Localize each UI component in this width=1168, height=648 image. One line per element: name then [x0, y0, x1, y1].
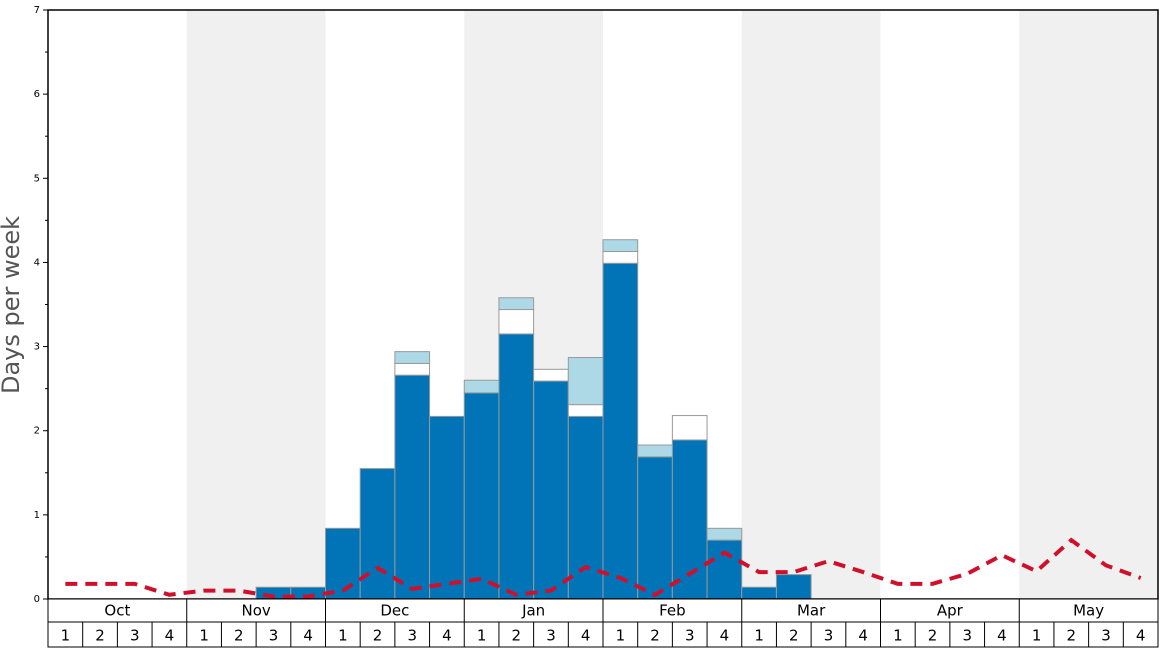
bar-segment	[463, 392, 500, 600]
bar-segment	[394, 374, 431, 600]
week-label: 3	[962, 627, 972, 645]
week-label: 4	[720, 627, 730, 645]
week-label: 4	[1136, 627, 1146, 645]
y-tick-label: 0	[34, 594, 40, 605]
month-band	[1019, 10, 1158, 599]
week-label: 4	[858, 627, 868, 645]
month-label: May	[1073, 602, 1104, 620]
bar-segment	[567, 404, 604, 417]
month-label: Feb	[659, 602, 686, 620]
y-tick-label: 3	[34, 342, 40, 353]
week-label: 2	[789, 627, 799, 645]
bar-segment	[533, 368, 569, 382]
month-label: Apr	[937, 602, 964, 620]
month-label: Mar	[797, 602, 826, 620]
line	[65, 537, 1142, 599]
week-label: 2	[650, 627, 660, 645]
bar-segment	[602, 239, 639, 252]
week-label: 1	[754, 627, 764, 645]
week-label: 3	[824, 627, 834, 645]
week-label: 2	[1067, 627, 1077, 645]
bar-segment	[498, 297, 535, 311]
bar-segment	[602, 262, 639, 600]
week-label: 2	[95, 627, 105, 645]
month-label: Oct	[104, 602, 130, 620]
y-tick-label: 4	[34, 257, 40, 268]
week-label: 1	[616, 627, 626, 645]
month-label: Jan	[521, 602, 545, 620]
y-axis-title: Days per week	[0, 216, 25, 394]
month-label: Dec	[380, 602, 409, 620]
bar-segment	[602, 250, 639, 264]
week-label: 1	[893, 627, 903, 645]
bar-segment	[394, 351, 431, 364]
week-label: 3	[130, 627, 140, 645]
week-label: 4	[442, 627, 452, 645]
week-label: 1	[338, 627, 348, 645]
week-label: 2	[234, 627, 244, 645]
y-tick-label: 6	[34, 89, 40, 100]
bar-segment	[741, 586, 777, 600]
y-tick-label: 2	[34, 426, 40, 437]
bar-segment	[637, 456, 673, 600]
bar-segment	[498, 309, 535, 335]
bar-segment	[533, 380, 569, 600]
week-label: 1	[61, 627, 71, 645]
bar-segment	[359, 468, 396, 600]
week-label: 4	[303, 627, 313, 645]
month-band	[186, 10, 326, 599]
bar-segment	[567, 357, 604, 406]
week-label: 2	[373, 627, 383, 645]
week-label: 1	[1032, 627, 1042, 645]
bar-segment	[671, 415, 708, 441]
y-tick-label: 7	[34, 5, 40, 16]
y-tick-label: 1	[34, 510, 40, 521]
week-label: 3	[685, 627, 695, 645]
week-label: 2	[928, 627, 938, 645]
week-label: 4	[997, 627, 1007, 645]
week-label: 3	[269, 627, 279, 645]
bar-segment	[463, 379, 500, 394]
week-label: 1	[477, 627, 487, 645]
week-label: 1	[199, 627, 209, 645]
week-label: 2	[512, 627, 522, 645]
week-label: 4	[581, 627, 591, 645]
week-label: 4	[165, 627, 175, 645]
week-label: 3	[546, 627, 556, 645]
bar-segment	[775, 574, 812, 600]
bar-segment	[394, 362, 431, 376]
bar-segment	[671, 439, 708, 600]
y-tick-label: 5	[34, 173, 40, 184]
week-label: 3	[1101, 627, 1111, 645]
bar-segment	[706, 527, 743, 541]
month-band	[741, 10, 881, 599]
bar-segment	[498, 333, 535, 600]
month-label: Nov	[241, 602, 270, 620]
bar-segment	[706, 539, 743, 600]
week-label: 3	[407, 627, 417, 645]
bar-segment	[637, 444, 673, 458]
bar-segment	[429, 415, 465, 600]
